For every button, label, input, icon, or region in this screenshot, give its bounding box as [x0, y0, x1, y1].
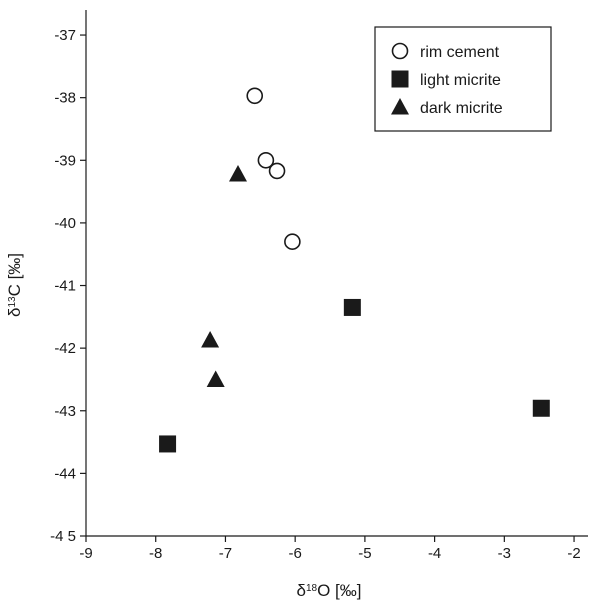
y-tick-label: -37	[54, 27, 76, 44]
legend-label-rim-cement: rim cement	[420, 44, 500, 61]
x-tick-label: -2	[567, 545, 580, 562]
axes: -9 -8 -7 -6 -5 -4 -3 -2 -4 5 -44 -43 -42 -41 -40 -39 -3…	[50, 10, 588, 562]
legend-label-light-micrite: light micrite	[420, 72, 501, 89]
legend-marker-dark-micrite	[391, 98, 409, 115]
x-tick-label: -3	[498, 545, 511, 562]
y-tick-label: -4 5	[50, 528, 76, 545]
y-axis-title: δ13C [‰]	[5, 253, 24, 317]
point-dark-micrite	[206, 370, 225, 387]
x-axis-title-superscript: 18	[306, 583, 318, 594]
x-tick-label: -9	[79, 545, 92, 562]
x-axis-title-prefix: δ	[297, 581, 306, 600]
point-rim-cement	[284, 233, 301, 250]
x-axis-title: δ18O [‰]	[297, 581, 362, 600]
x-tick-label: -4	[428, 545, 441, 562]
point-dark-micrite	[201, 331, 220, 348]
x-tick-label: -7	[219, 545, 232, 562]
x-tick-label: -8	[149, 545, 162, 562]
x-axis-title-main: O [‰]	[317, 581, 361, 600]
y-axis-title-main: C [‰]	[5, 253, 24, 296]
y-tick-label: -38	[54, 90, 76, 107]
y-tick-label: -43	[54, 403, 76, 420]
y-axis-title-prefix: δ	[5, 308, 24, 317]
y-tick-label: -39	[54, 152, 76, 169]
point-light-micrite	[532, 399, 550, 417]
x-tick-label: -5	[358, 545, 371, 562]
legend-label-dark-micrite: dark micrite	[420, 100, 503, 117]
y-tick-label: -41	[54, 278, 76, 295]
point-light-micrite	[159, 435, 177, 453]
data-points	[159, 87, 550, 453]
point-rim-cement	[246, 87, 264, 105]
y-tick-label: -40	[54, 215, 76, 232]
y-tick-label: -44	[54, 465, 76, 482]
point-rim-cement	[268, 162, 286, 180]
y-axis-title-superscript: 13	[7, 296, 18, 308]
legend-marker-rim-cement	[391, 42, 409, 60]
point-light-micrite	[343, 298, 361, 316]
legend-marker-light-micrite	[391, 70, 409, 88]
point-dark-micrite	[228, 165, 247, 182]
y-tick-label: -42	[54, 340, 76, 357]
legend: rim cement light micrite dark micrite	[374, 26, 552, 132]
point-rim-cement	[257, 151, 275, 169]
x-tick-label: -6	[288, 545, 301, 562]
